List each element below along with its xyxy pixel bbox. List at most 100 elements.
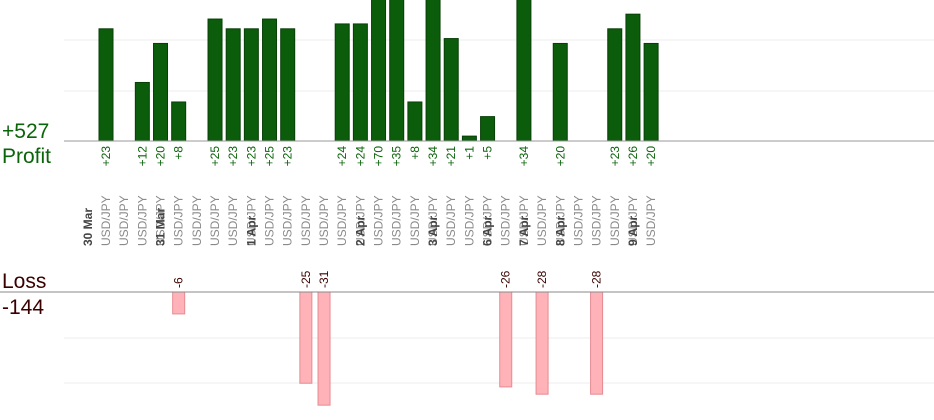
profit-bar-label: +24: [335, 146, 349, 167]
x-symbol-label: USD/JPY: [462, 195, 476, 246]
profit-bar-label: +5: [481, 146, 495, 160]
x-date-label: 8 Apr: [553, 215, 567, 246]
x-symbol-label: USD/JPY: [608, 195, 622, 246]
x-date-label: 9 Apr: [626, 215, 640, 246]
profit-total-label: +527: [2, 120, 50, 143]
loss-series-label: Loss: [2, 270, 47, 293]
x-symbol-label: USD/JPY: [481, 195, 495, 246]
x-date-label: 7 Apr: [517, 215, 531, 246]
x-symbol-label: USD/JPY: [263, 195, 277, 246]
profit-bar-label: +25: [263, 146, 277, 167]
profit-bar-label: +21: [444, 146, 458, 167]
profit-bar: [480, 116, 496, 142]
profit-bar: [643, 42, 659, 142]
profit-bar: [461, 135, 477, 142]
x-date-label: 3 Apr: [426, 215, 440, 246]
x-symbol-label: USD/JPY: [208, 195, 222, 246]
x-symbol-label: USD/JPY: [299, 195, 313, 246]
profit-bar-label: +70: [372, 146, 386, 167]
profit-bar: [389, 0, 405, 142]
x-date-label: 6 Apr: [481, 215, 495, 246]
loss-bar: [535, 291, 549, 395]
x-symbol-label: USD/JPY: [499, 195, 513, 246]
profit-bar: [207, 18, 223, 142]
profit-bar-label: +1: [462, 146, 476, 160]
profit-bar-label: +20: [553, 146, 567, 167]
x-date-label: 30 Mar: [81, 208, 95, 246]
profit-bar: [280, 28, 296, 142]
loss-bar-label: -6: [172, 277, 186, 288]
profit-bar: [443, 38, 459, 142]
x-symbol-label: USD/JPY: [571, 195, 585, 246]
profit-bar: [243, 28, 259, 142]
profit-bar-label: +23: [281, 146, 295, 167]
profit-bar: [262, 18, 278, 142]
profit-bar: [552, 42, 568, 142]
profit-bar-label: +26: [626, 146, 640, 167]
x-symbol-label: USD/JPY: [317, 195, 331, 246]
profit-bar-label: +34: [517, 146, 531, 167]
x-date-label: 31 Mar: [154, 208, 168, 246]
profit-bar: [134, 81, 150, 142]
x-symbol-label: USD/JPY: [408, 195, 422, 246]
profit-bar: [352, 23, 368, 142]
profit-bar-label: +23: [244, 146, 258, 167]
profit-bar-label: +25: [208, 146, 222, 167]
loss-bar: [172, 291, 186, 315]
profit-bar-label: +23: [226, 146, 240, 167]
profit-bar-label: +35: [390, 146, 404, 167]
profit-bar: [516, 0, 532, 142]
loss-bar-label: -28: [535, 270, 549, 288]
x-symbol-label: USD/JPY: [190, 195, 204, 246]
profit-bar-label: +23: [608, 146, 622, 167]
x-symbol-label: USD/JPY: [590, 195, 604, 246]
x-date-label: 2 Apr: [353, 215, 367, 246]
x-symbol-label: USD/JPY: [226, 195, 240, 246]
loss-bar-label: -31: [317, 270, 331, 288]
x-symbol-label: USD/JPY: [99, 195, 113, 246]
x-symbol-label: USD/JPY: [135, 195, 149, 246]
profit-bar-label: +34: [426, 146, 440, 167]
x-symbol-label: USD/JPY: [335, 195, 349, 246]
x-symbol-label: USD/JPY: [117, 195, 131, 246]
profit-bar: [371, 0, 387, 142]
x-symbol-label: USD/JPY: [353, 195, 367, 246]
profit-bar-label: +12: [135, 146, 149, 167]
loss-bar: [299, 291, 313, 384]
x-symbol-label: USD/JPY: [535, 195, 549, 246]
loss-total-label: -144: [2, 296, 45, 319]
loss-bar-label: -28: [590, 270, 604, 288]
x-symbol-label: USD/JPY: [244, 195, 258, 246]
x-symbol-label: USD/JPY: [626, 195, 640, 246]
x-symbol-label: USD/JPY: [644, 195, 658, 246]
profit-bar: [425, 0, 441, 142]
loss-bar: [590, 291, 604, 395]
x-symbol-label: USD/JPY: [426, 195, 440, 246]
profit-bar-label: +8: [408, 146, 422, 160]
loss-bar-label: -25: [299, 270, 313, 288]
x-symbol-label: USD/JPY: [172, 195, 186, 246]
profit-bar: [98, 28, 114, 142]
profit-bar-label: +23: [99, 146, 113, 167]
x-date-label: 1 Apr: [244, 215, 258, 246]
profit-bar-label: +24: [353, 146, 367, 167]
x-symbol-label: USD/JPY: [281, 195, 295, 246]
x-symbol-label: USD/JPY: [372, 195, 386, 246]
profit-bar: [225, 28, 241, 142]
x-symbol-label: USD/JPY: [390, 195, 404, 246]
profit-bar-label: +8: [172, 146, 186, 160]
profit-bar: [153, 42, 169, 142]
loss-bar: [499, 291, 513, 388]
profit-series-label: Profit: [2, 145, 52, 168]
profit-bar: [171, 101, 187, 142]
x-symbol-label: USD/JPY: [517, 195, 531, 246]
x-symbol-label: USD/JPY: [444, 195, 458, 246]
profit-bar-label: +20: [154, 146, 168, 167]
profit-bar: [334, 23, 350, 142]
profit-bar: [607, 28, 623, 142]
profit-bar: [625, 13, 641, 142]
loss-bar: [317, 291, 331, 406]
profit-bar-label: +20: [644, 146, 658, 167]
